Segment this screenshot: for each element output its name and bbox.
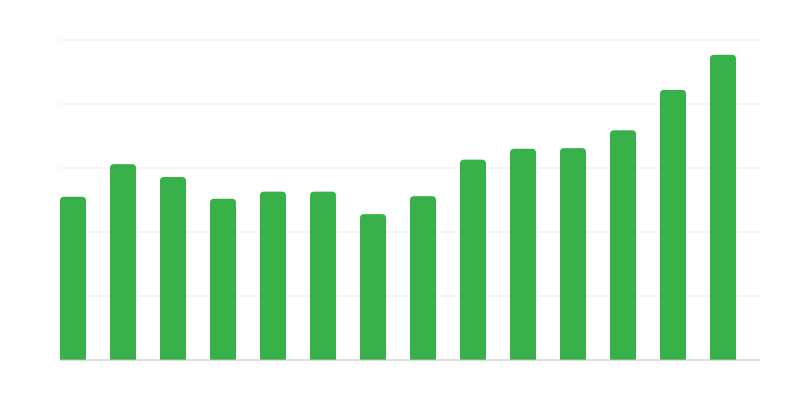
bar [160, 176, 186, 360]
bar [510, 148, 536, 360]
bar [460, 159, 486, 360]
bar [260, 191, 286, 360]
bar [360, 214, 386, 360]
bar [610, 130, 636, 360]
bar [210, 198, 236, 360]
bar [310, 191, 336, 360]
bar [560, 148, 586, 360]
bar [110, 164, 136, 360]
bar [410, 196, 436, 360]
bar [60, 196, 86, 360]
bar [660, 89, 686, 361]
bar [710, 54, 736, 360]
